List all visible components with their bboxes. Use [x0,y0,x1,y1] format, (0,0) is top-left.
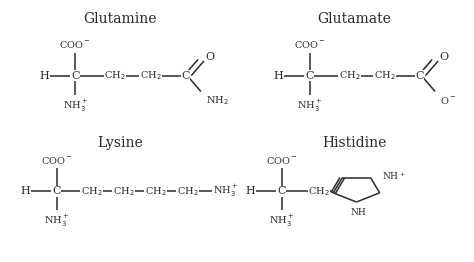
Text: NH$_3^+$: NH$_3^+$ [63,98,88,114]
Text: Lysine: Lysine [97,135,143,150]
Text: COO$^-$: COO$^-$ [265,155,298,166]
Text: H: H [245,186,255,196]
Text: CH$_2$: CH$_2$ [145,185,166,198]
Text: NH$_3^+$: NH$_3^+$ [297,98,322,114]
Text: O: O [206,52,215,62]
Text: CH$_2$: CH$_2$ [104,69,126,82]
Text: C: C [305,71,314,81]
Text: CH$_2$: CH$_2$ [308,185,330,198]
Text: C: C [71,71,80,81]
Text: C: C [277,186,286,196]
Text: Glutamine: Glutamine [83,13,156,26]
Text: CH$_2$: CH$_2$ [176,185,198,198]
Text: CH$_2$: CH$_2$ [81,185,102,198]
Text: H: H [273,71,283,81]
Text: C: C [53,186,61,196]
Text: COO$^-$: COO$^-$ [41,155,73,166]
Text: H: H [20,186,30,196]
Text: O: O [440,52,449,62]
Text: NH$_2$: NH$_2$ [206,95,228,107]
Text: NH$^+$: NH$^+$ [382,171,406,182]
Text: H: H [39,71,49,81]
Text: Glutamate: Glutamate [317,13,391,26]
Text: COO$^-$: COO$^-$ [294,39,326,50]
Text: COO$^-$: COO$^-$ [59,39,91,50]
Text: CH$_2$: CH$_2$ [113,185,135,198]
Text: CH$_2$: CH$_2$ [139,69,161,82]
Text: NH: NH [351,208,367,217]
Text: NH$_3^+$: NH$_3^+$ [44,213,69,229]
Text: C: C [181,71,190,81]
Text: Histidine: Histidine [322,135,386,150]
Text: O$^-$: O$^-$ [440,95,456,106]
Text: NH$_3^+$: NH$_3^+$ [269,213,294,229]
Text: C: C [415,71,424,81]
Text: NH$_3^+$: NH$_3^+$ [213,183,238,199]
Text: CH$_2$: CH$_2$ [338,69,360,82]
Text: CH$_2$: CH$_2$ [374,69,395,82]
